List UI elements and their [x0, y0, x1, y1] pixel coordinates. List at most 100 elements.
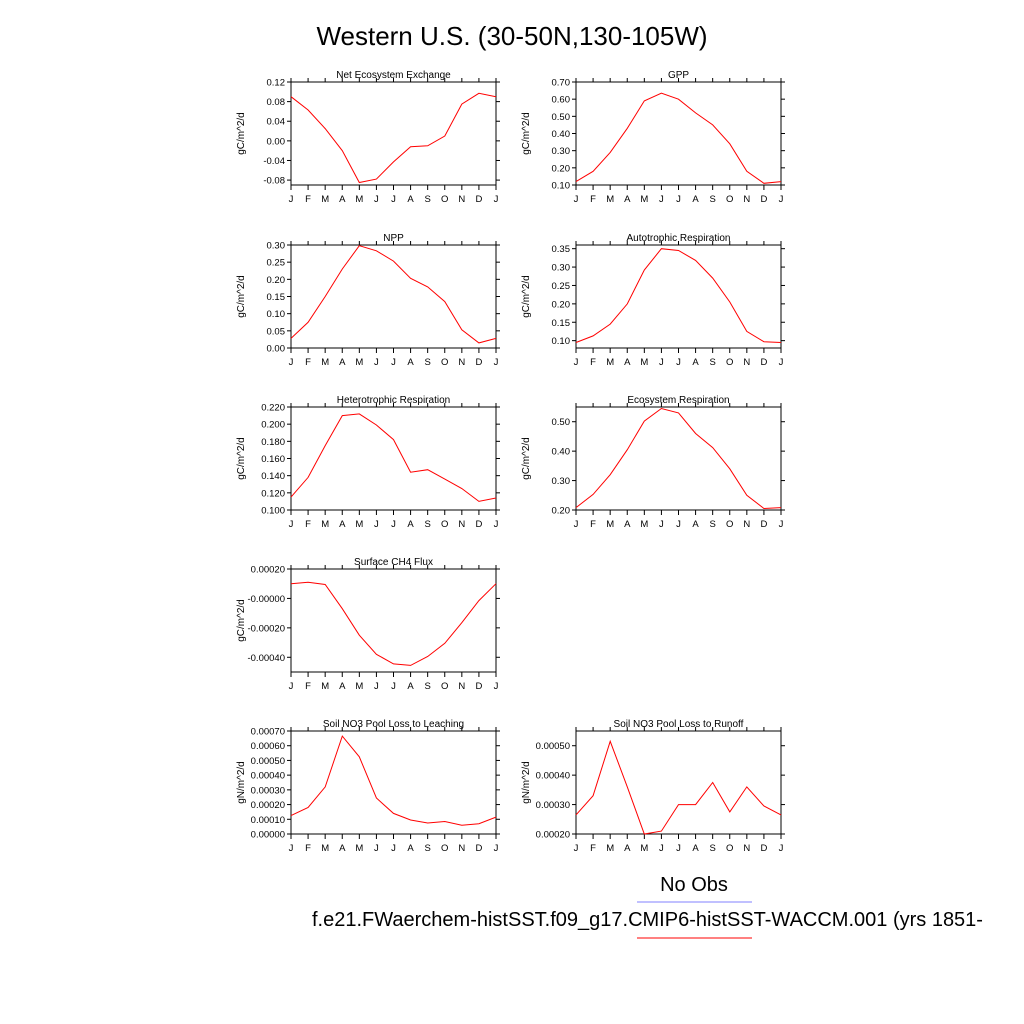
x-tick-label: N [458, 194, 465, 205]
y-tick-label: 0.50 [552, 417, 571, 428]
y-tick-label: 0.100 [261, 506, 285, 517]
x-tick-label: M [640, 357, 648, 368]
y-tick-label: 0.20 [552, 299, 571, 310]
x-tick-label: M [640, 194, 648, 205]
x-tick-label: M [606, 519, 614, 530]
x-tick-label: O [726, 843, 733, 854]
x-tick-label: J [374, 357, 379, 368]
x-tick-label: A [407, 519, 414, 530]
series-line [290, 581, 497, 666]
x-tick-label: J [289, 357, 294, 368]
x-tick-label: M [321, 519, 329, 530]
y-axis-label: gC/m^2/d [236, 437, 247, 480]
x-tick-label: A [624, 843, 631, 854]
panel-title: Net Ecosystem Exchange [336, 70, 451, 81]
x-tick-label: A [624, 519, 631, 530]
series-line [575, 407, 782, 510]
series-line [575, 248, 782, 343]
x-tick-label: S [424, 681, 430, 692]
plot-frame [575, 406, 782, 511]
y-tick-label: 0.120 [261, 488, 285, 499]
x-tick-label: S [709, 357, 715, 368]
x-tick-label: M [355, 519, 363, 530]
legend-obs-label: No Obs [660, 874, 728, 896]
y-tick-label: 0.70 [552, 78, 571, 89]
y-tick-label: 0.40 [552, 447, 571, 458]
x-tick-label: M [321, 194, 329, 205]
y-tick-label: 0.30 [552, 263, 571, 274]
y-axis-label: gN/m^2/d [521, 761, 532, 804]
x-tick-label: J [574, 357, 579, 368]
x-tick-label: J [574, 519, 579, 530]
y-tick-label: 0.15 [267, 292, 286, 303]
x-tick-label: A [339, 194, 346, 205]
y-tick-label: 0.20 [552, 163, 571, 174]
x-tick-label: A [339, 681, 346, 692]
y-tick-label: -0.00020 [247, 623, 285, 634]
y-tick-label: 0.180 [261, 437, 285, 448]
x-tick-label: J [779, 357, 784, 368]
x-tick-label: O [726, 357, 733, 368]
x-tick-label: A [339, 357, 346, 368]
x-tick-label: S [424, 194, 430, 205]
panel-title: NPP [383, 233, 404, 244]
x-tick-label: O [726, 194, 733, 205]
x-tick-label: M [321, 357, 329, 368]
series-line [290, 413, 497, 502]
panel-title: Surface CH4 Flux [354, 557, 433, 568]
y-tick-label: 0.00030 [536, 800, 570, 811]
x-tick-label: F [590, 519, 596, 530]
x-tick-label: J [289, 519, 294, 530]
plot-frame [290, 406, 497, 511]
y-tick-label: 0.00 [267, 344, 286, 355]
y-tick-label: 0.00020 [536, 830, 570, 841]
x-tick-label: J [779, 194, 784, 205]
x-tick-label: N [458, 519, 465, 530]
y-tick-label: 0.25 [267, 258, 286, 269]
y-tick-label: 0.00030 [251, 785, 285, 796]
series-line [575, 739, 782, 835]
y-tick-label: 0.30 [552, 476, 571, 487]
panel-grid: Net Ecosystem Exchange 0.12 0.08 0.04 0.00 -0… [236, 70, 785, 854]
x-tick-label: J [494, 357, 499, 368]
x-tick-label: F [305, 519, 311, 530]
y-tick-label: 0.00040 [536, 771, 570, 782]
x-tick-label: S [709, 194, 715, 205]
x-tick-label: A [692, 519, 699, 530]
x-tick-label: J [676, 194, 681, 205]
x-tick-label: J [659, 519, 664, 530]
x-tick-label: A [692, 843, 699, 854]
x-tick-label: J [779, 843, 784, 854]
y-tick-label: 0.20 [267, 275, 286, 286]
x-tick-label: J [289, 194, 294, 205]
x-tick-label: A [407, 843, 414, 854]
x-tick-label: J [659, 843, 664, 854]
x-tick-label: J [391, 357, 396, 368]
x-tick-label: F [305, 843, 311, 854]
x-tick-label: J [676, 519, 681, 530]
x-tick-label: F [590, 843, 596, 854]
y-tick-label: 0.20 [552, 506, 571, 517]
x-tick-label: O [726, 519, 733, 530]
x-tick-label: J [659, 357, 664, 368]
x-tick-label: M [640, 519, 648, 530]
y-tick-label: 0.15 [552, 318, 571, 329]
x-tick-label: J [494, 681, 499, 692]
y-tick-label: 0.00000 [251, 830, 285, 841]
y-tick-label: 0.50 [552, 112, 571, 123]
y-axis-label: gC/m^2/d [521, 112, 532, 155]
y-axis-label: gN/m^2/d [236, 761, 247, 804]
x-tick-label: O [441, 519, 448, 530]
y-tick-label: 0.08 [267, 97, 286, 108]
x-tick-label: S [709, 843, 715, 854]
y-tick-label: 0.00070 [251, 727, 285, 738]
x-tick-label: O [441, 681, 448, 692]
series-line [290, 245, 497, 344]
y-tick-label: 0.60 [552, 95, 571, 106]
x-tick-label: J [494, 843, 499, 854]
x-tick-label: M [606, 357, 614, 368]
x-tick-label: J [289, 843, 294, 854]
panel-title: Ecosystem Respiration [627, 395, 729, 406]
panel-title: Soil NO3 Pool Loss to Leaching [323, 719, 464, 730]
plot-frame [575, 730, 782, 835]
